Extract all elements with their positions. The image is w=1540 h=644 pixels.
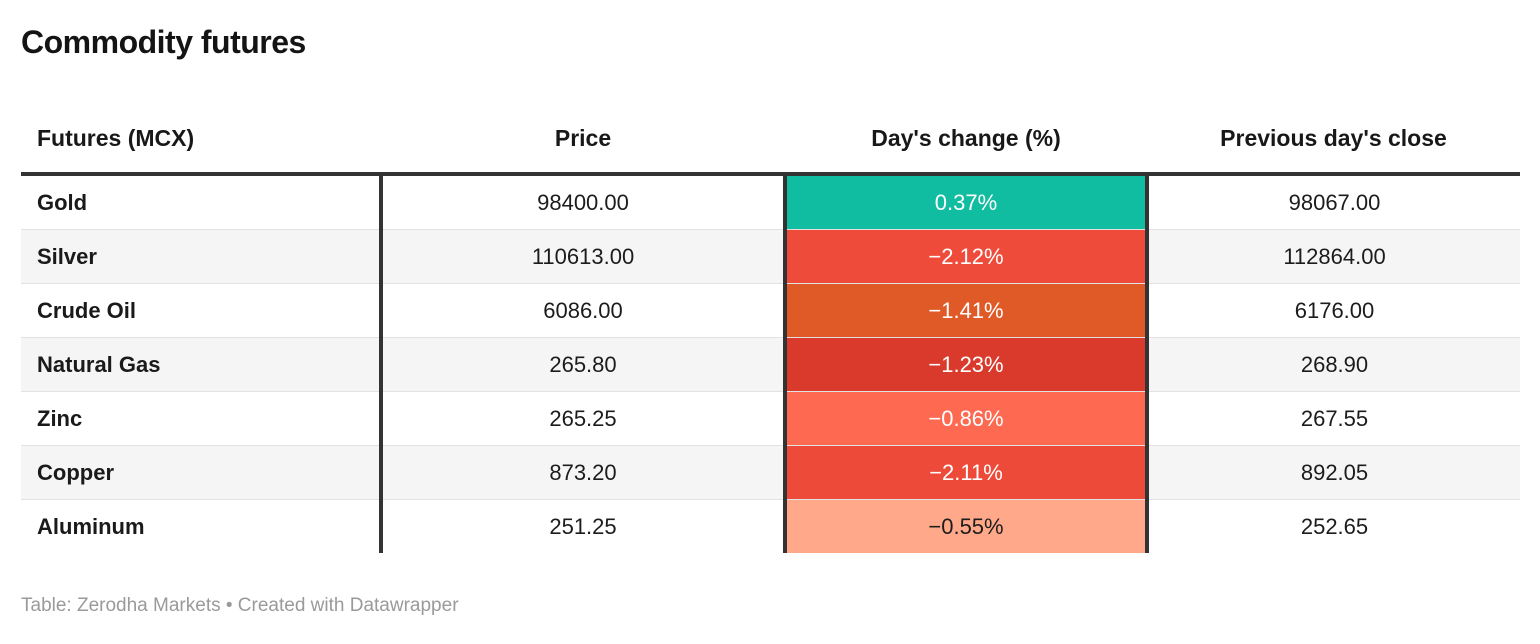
table-row: Crude Oil 6086.00 −1.41% 6176.00 xyxy=(21,283,1520,338)
change-cell: −1.23% xyxy=(783,337,1149,392)
column-header-days-change: Day's change (%) xyxy=(785,124,1147,176)
change-cell: −2.11% xyxy=(783,445,1149,500)
prev-close-cell: 252.65 xyxy=(1147,499,1520,553)
header-row: Futures (MCX) Price Day's change (%) Pre… xyxy=(21,124,1520,176)
price-cell: 110613.00 xyxy=(379,229,785,284)
prev-close-cell: 98067.00 xyxy=(1288,189,1381,215)
commodity-name-cell: Aluminum xyxy=(21,499,381,553)
attribution-footer: Table: Zerodha Markets • Created with Da… xyxy=(21,595,459,616)
page: Commodity futures Futures (MCX) Price Da… xyxy=(21,24,1520,616)
commodity-name-cell: Natural Gas xyxy=(21,337,381,392)
commodity-name-cell: Copper xyxy=(21,445,381,500)
price-cell: 873.20 xyxy=(379,445,785,500)
column-header-futures: Futures (MCX) xyxy=(21,124,381,176)
column-header-price: Price xyxy=(381,124,785,176)
price-cell: 265.80 xyxy=(379,337,785,392)
page-title: Commodity futures xyxy=(21,24,306,60)
change-cell: −0.86% xyxy=(783,391,1149,446)
table-row: Aluminum 251.25 −0.55% 252.65 xyxy=(21,499,1520,553)
table-header: Futures (MCX) Price Day's change (%) Pre… xyxy=(21,124,1520,176)
commodity-name-cell: Zinc xyxy=(21,391,381,446)
table-row: Silver 110613.00 −2.12% 112864.00 xyxy=(21,229,1520,284)
price-cell: 98400.00 xyxy=(379,174,785,230)
column-header-prev-close: Previous day's close xyxy=(1147,124,1520,176)
table-row: Gold 98400.00 0.37% 98067.00 xyxy=(21,174,1520,230)
table-row: Natural Gas 265.80 −1.23% 268.90 xyxy=(21,337,1520,392)
commodity-name-cell: Gold xyxy=(37,189,88,215)
prev-close-cell: 6176.00 xyxy=(1147,283,1520,338)
prev-close-cell: 268.90 xyxy=(1147,337,1520,392)
table-row: Zinc 265.25 −0.86% 267.55 xyxy=(21,391,1520,446)
prev-close-cell: 112864.00 xyxy=(1147,229,1520,284)
prev-close-cell: 892.05 xyxy=(1147,445,1520,500)
table-body: Gold 98400.00 0.37% 98067.00 Silver 1106… xyxy=(21,174,1520,553)
price-cell: 251.25 xyxy=(379,499,785,553)
price-cell: 265.25 xyxy=(379,391,785,446)
change-cell: −2.12% xyxy=(783,229,1149,284)
table-row: Copper 873.20 −2.11% 892.05 xyxy=(21,445,1520,500)
prev-close-cell: 267.55 xyxy=(1147,391,1520,446)
commodity-futures-table: Futures (MCX) Price Day's change (%) Pre… xyxy=(21,124,1520,553)
price-cell: 6086.00 xyxy=(379,283,785,338)
commodity-name-cell: Silver xyxy=(21,229,381,284)
change-cell: −0.55% xyxy=(783,499,1149,553)
change-cell: −1.41% xyxy=(783,283,1149,338)
commodity-name-cell: Crude Oil xyxy=(21,283,381,338)
change-cell: 0.37% xyxy=(783,174,1149,230)
